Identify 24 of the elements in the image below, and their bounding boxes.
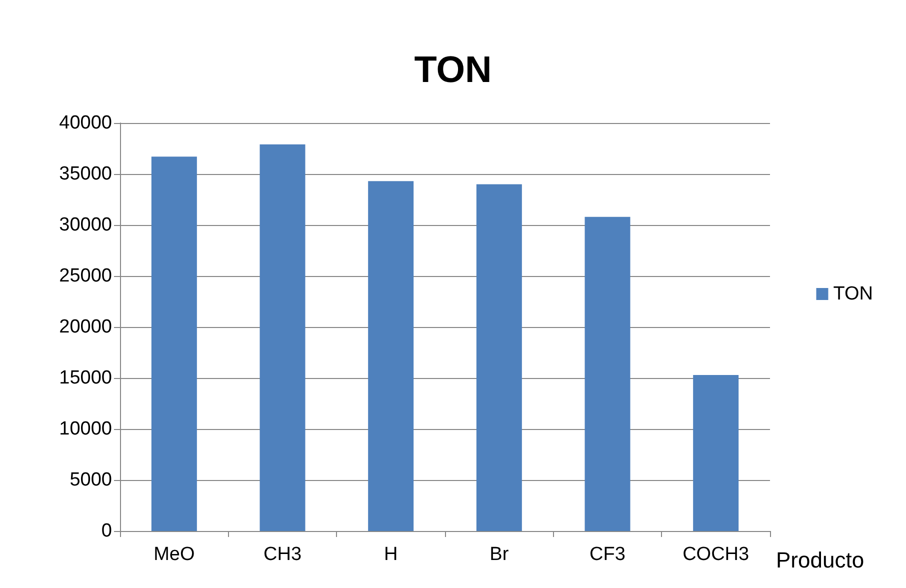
x-tick-label: MeO (154, 544, 195, 565)
y-tick-label: 40000 (59, 112, 112, 134)
bar (260, 144, 306, 531)
x-axis-title: Producto (776, 548, 864, 572)
chart-title: TON (414, 49, 492, 90)
y-tick-label: 25000 (59, 266, 112, 286)
y-tick-label: 15000 (59, 368, 112, 388)
x-tick-label: CH3 (263, 544, 302, 565)
x-tick-label: Br (490, 544, 510, 565)
y-tick-label: 35000 (59, 164, 112, 184)
x-tick-label: COCH3 (682, 544, 750, 565)
bar (151, 156, 197, 531)
y-tick-label: 5000 (70, 470, 112, 490)
y-tick-label: 30000 (59, 214, 112, 236)
x-tick-label: H (384, 544, 398, 565)
y-tick-label: 20000 (59, 316, 112, 338)
y-tick-label: 10000 (59, 418, 112, 440)
x-tick-label: CF3 (590, 544, 626, 565)
y-tick-label: 0 (101, 520, 112, 542)
bar (693, 374, 739, 531)
bar (368, 181, 414, 531)
bar (584, 216, 630, 531)
legend-label: TON (833, 284, 874, 304)
bar (476, 184, 522, 531)
